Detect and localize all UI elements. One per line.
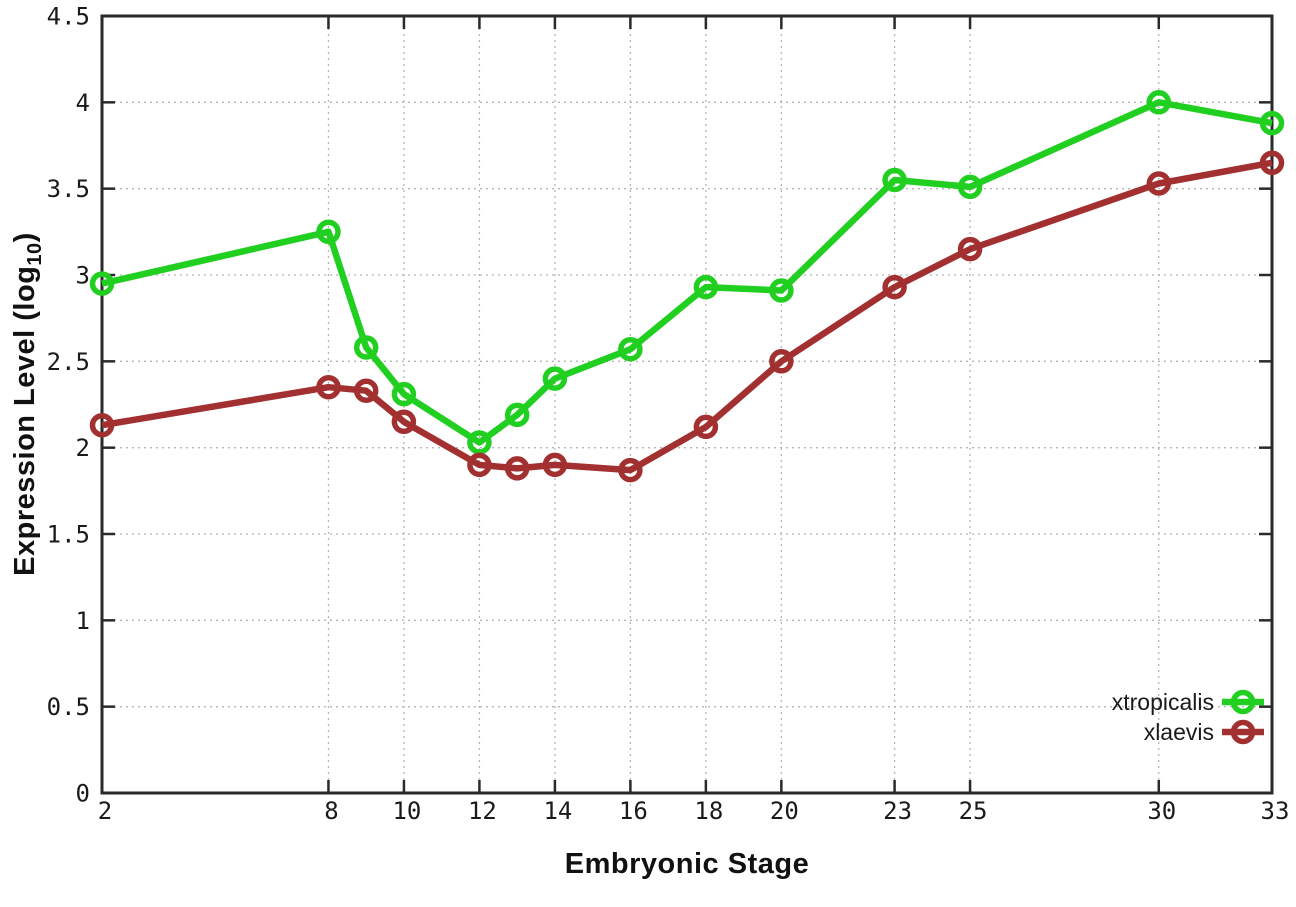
data-point: [391, 409, 417, 435]
x-axis-title: Embryonic Stage: [564, 848, 810, 880]
data-point: [89, 412, 115, 438]
svg-text:1: 1: [76, 607, 90, 635]
svg-text:4: 4: [76, 89, 90, 117]
data-point: [618, 457, 643, 483]
series-xlaevis: [89, 150, 1285, 483]
data-point: [467, 452, 492, 478]
svg-text:2: 2: [76, 434, 90, 462]
svg-text:33: 33: [1261, 797, 1290, 825]
series-xtropicalis: [89, 90, 1285, 455]
data-point: [89, 271, 115, 296]
legend-markers: [1222, 689, 1264, 745]
svg-text:30: 30: [1147, 797, 1176, 825]
data-point: [769, 349, 794, 374]
svg-text:23: 23: [883, 797, 912, 825]
x-tick-labels: 2 8 10 12 14 16 18 20 23 25 30 33: [98, 797, 1290, 825]
data-point: [882, 274, 907, 300]
svg-text:3: 3: [76, 262, 90, 290]
data-point: [618, 336, 643, 362]
data-point: [957, 236, 983, 262]
data-point: [542, 366, 568, 391]
data-point: [769, 278, 794, 303]
svg-text:2.5: 2.5: [47, 348, 90, 376]
data-point: [353, 335, 379, 360]
legend-label-xlaevis: xlaevis: [1143, 719, 1214, 745]
data-point: [504, 402, 530, 428]
svg-text:0.5: 0.5: [47, 693, 90, 721]
svg-text:8: 8: [324, 797, 338, 825]
svg-text:2: 2: [98, 797, 112, 825]
svg-text:18: 18: [694, 797, 723, 825]
data-point: [693, 414, 719, 440]
y-axis-title-paren: ): [9, 232, 42, 243]
y-tick-labels: 0 0.5 1 1.5 2 2.5 3 3.5 4 4.5: [47, 3, 90, 808]
data-point: [1259, 110, 1285, 136]
y-axis-title: Expression Level (log10): [9, 232, 47, 576]
data-point: [542, 452, 568, 478]
data-point: [316, 219, 341, 245]
svg-text:3.5: 3.5: [47, 175, 90, 203]
svg-text:0: 0: [76, 780, 90, 808]
data-point: [504, 456, 530, 481]
y-axis-title-text: Expression Level (log: [9, 265, 42, 576]
svg-text:10: 10: [392, 797, 421, 825]
data-point: [1146, 90, 1172, 115]
data-point: [693, 274, 719, 300]
svg-text:14: 14: [543, 797, 572, 825]
svg-text:25: 25: [959, 797, 988, 825]
svg-text:4.5: 4.5: [47, 3, 90, 31]
legend-label-xtropicalis: xtropicalis: [1111, 689, 1214, 715]
svg-text:12: 12: [468, 797, 497, 825]
data-point: [316, 374, 341, 400]
data-point: [391, 381, 417, 407]
data-point: [467, 430, 492, 455]
data-point: [882, 167, 907, 193]
y-axis-title-subscript: 10: [23, 242, 46, 266]
svg-text:16: 16: [619, 797, 648, 825]
plot-border: [100, 14, 1274, 795]
data-point: [353, 378, 379, 403]
data-point: [1259, 150, 1285, 176]
data-point: [957, 174, 983, 200]
data-point: [1146, 171, 1172, 196]
svg-text:20: 20: [770, 797, 799, 825]
svg-text:1.5: 1.5: [47, 521, 90, 549]
